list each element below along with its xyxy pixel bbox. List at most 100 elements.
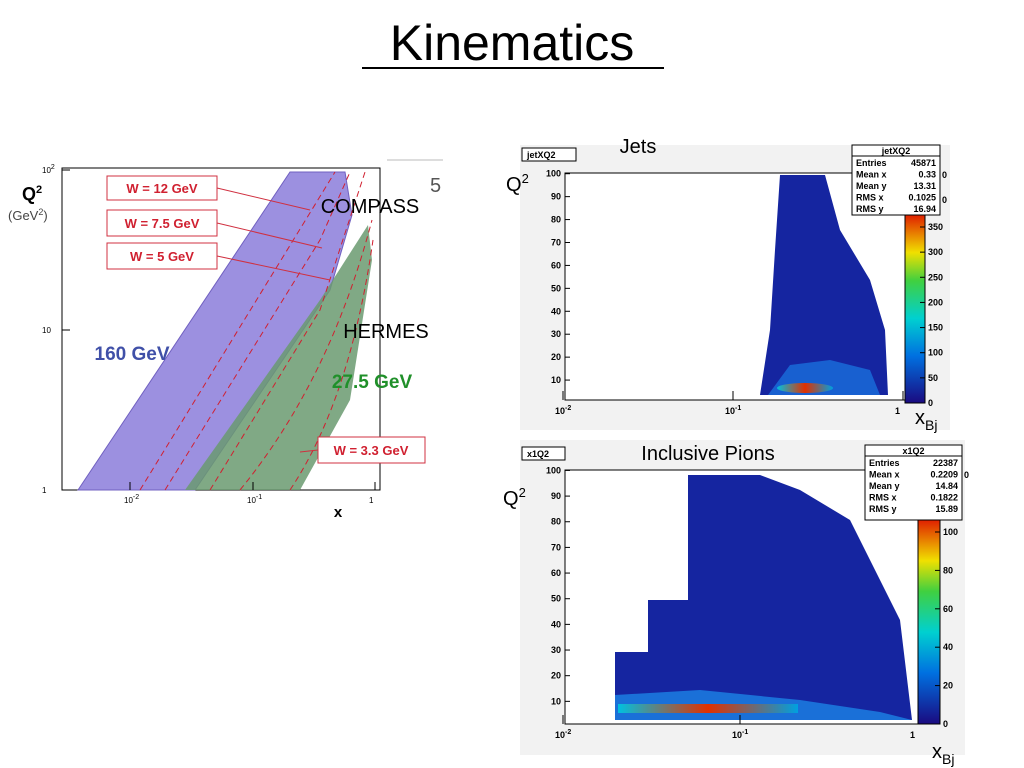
z-tick-label: 350: [928, 222, 943, 232]
z-tick-fragment: 0: [942, 195, 947, 205]
stat-label: RMS y: [856, 204, 884, 214]
y-tick-label: 100: [546, 465, 561, 475]
stats-title: jetXQ2: [881, 146, 911, 156]
w-label: W = 3.3 GeV: [334, 443, 409, 458]
y-tick-label: 30: [551, 329, 561, 339]
color-bar: [904, 214, 926, 404]
x-tick-label: 10-1: [725, 405, 741, 416]
x-tick-label: 10-2: [555, 729, 571, 740]
z-tick-label: 250: [928, 272, 943, 282]
y-label: Q2: [22, 184, 42, 204]
experiment-label: COMPASS: [321, 196, 420, 218]
stats-box: [851, 144, 941, 216]
stat-value: 0.2209: [930, 470, 958, 480]
y-tick-label: 10: [551, 696, 561, 706]
y-tick-label: 40: [551, 306, 561, 316]
caption: Inclusive Pions: [641, 443, 774, 465]
hist-name-box: [521, 446, 566, 461]
y-tick-label: 80: [551, 215, 561, 225]
z-tick-label: 80: [943, 565, 953, 575]
hist-name: x1Q2: [527, 449, 549, 459]
stat-label: RMS y: [869, 504, 897, 514]
stat-value: 22387: [933, 458, 958, 468]
stat-value: 45871: [911, 158, 936, 168]
x-tick-label: 10-2: [124, 494, 139, 505]
z-tick-label: 150: [928, 323, 943, 333]
z-tick-label: 0: [943, 719, 948, 729]
y-tick-label: 90: [551, 192, 561, 202]
stat-value: 0.1822: [930, 493, 958, 503]
y-tick-label: 70: [551, 237, 561, 247]
stat-value: 13.31: [913, 181, 936, 191]
y-tick-label: 60: [551, 568, 561, 578]
stat-value: 14.84: [935, 481, 958, 491]
y-tick-label: 60: [551, 260, 561, 270]
y-tick-label: 80: [551, 517, 561, 527]
title: Kinematics: [390, 15, 635, 71]
pions-heatmap: [615, 475, 912, 720]
x-label: xBj: [932, 741, 954, 767]
y-unit: (GeV2): [8, 207, 48, 223]
hist-name: jetXQ2: [526, 150, 556, 160]
beam-label: 160 GeV: [95, 344, 170, 365]
y-tick-label: 20: [551, 352, 561, 362]
caption: Jets: [620, 136, 657, 158]
stat-value: 0.33: [918, 170, 936, 180]
stat-label: Entries: [869, 458, 900, 468]
y-tick-label: 100: [546, 169, 561, 179]
x-label: xBj: [915, 407, 937, 433]
x-tick-label: 1: [910, 730, 915, 740]
w-label: W = 12 GeV: [126, 181, 197, 196]
stat-label: RMS x: [856, 193, 884, 203]
y-tick-label: 20: [551, 671, 561, 681]
y-tick-label: 50: [551, 594, 561, 604]
z-tick-label: 50: [928, 373, 938, 383]
stat-label: Mean x: [869, 470, 900, 480]
y-tick-label: 10: [551, 375, 561, 385]
x-label: x: [334, 504, 343, 521]
stat-label: Mean y: [869, 481, 900, 491]
y-tick-label: 90: [551, 491, 561, 501]
jets-heatmap: [760, 175, 888, 395]
y-tick-label: 70: [551, 542, 561, 552]
kinematic-plot: W = 12 GeV W = 7.5 GeV W = 5 GeV W = 3.3…: [8, 159, 443, 521]
beam-label: 27.5 GeV: [332, 372, 413, 393]
x-tick-label: 1: [369, 496, 374, 505]
z-tick-label: 200: [928, 297, 943, 307]
stat-value: 15.89: [935, 504, 958, 514]
y-tick-label: 50: [551, 283, 561, 293]
z-tick-label: 60: [943, 604, 953, 614]
y-label: Q2: [506, 171, 529, 196]
z-tick-label: 100: [928, 348, 943, 358]
stat-label: Mean y: [856, 181, 887, 191]
stats-box: [864, 444, 963, 521]
stat-label: RMS x: [869, 493, 897, 503]
x-tick-label: 10-1: [247, 494, 262, 505]
y-tick-label: 102: [42, 164, 55, 175]
x-tick-label: 1: [895, 406, 900, 416]
y-label: Q2: [503, 485, 526, 510]
z-tick-label: 100: [943, 527, 958, 537]
page-mark: 5: [430, 175, 441, 197]
w-label: W = 5 GeV: [130, 249, 194, 264]
y-tick-label: 10: [42, 326, 51, 335]
y-tick-label: 1: [42, 486, 47, 495]
x-tick-label: 10-1: [732, 729, 748, 740]
w-label: W = 7.5 GeV: [125, 216, 200, 231]
x-tick-label: 10-2: [555, 405, 571, 416]
y-tick-label: 30: [551, 645, 561, 655]
z-tick-label: 300: [928, 247, 943, 257]
z-tick-fragment: 0: [942, 170, 947, 180]
y-tick-label: 40: [551, 619, 561, 629]
z-tick-label: 20: [943, 681, 953, 691]
stat-value: 16.94: [913, 204, 936, 214]
stat-value: 0.1025: [908, 193, 936, 203]
stat-label: Mean x: [856, 170, 887, 180]
color-bar: [917, 519, 941, 725]
stat-label: Entries: [856, 158, 887, 168]
hist-name-box: [521, 147, 577, 162]
z-tick-label: 40: [943, 642, 953, 652]
experiment-label: HERMES: [343, 321, 429, 343]
